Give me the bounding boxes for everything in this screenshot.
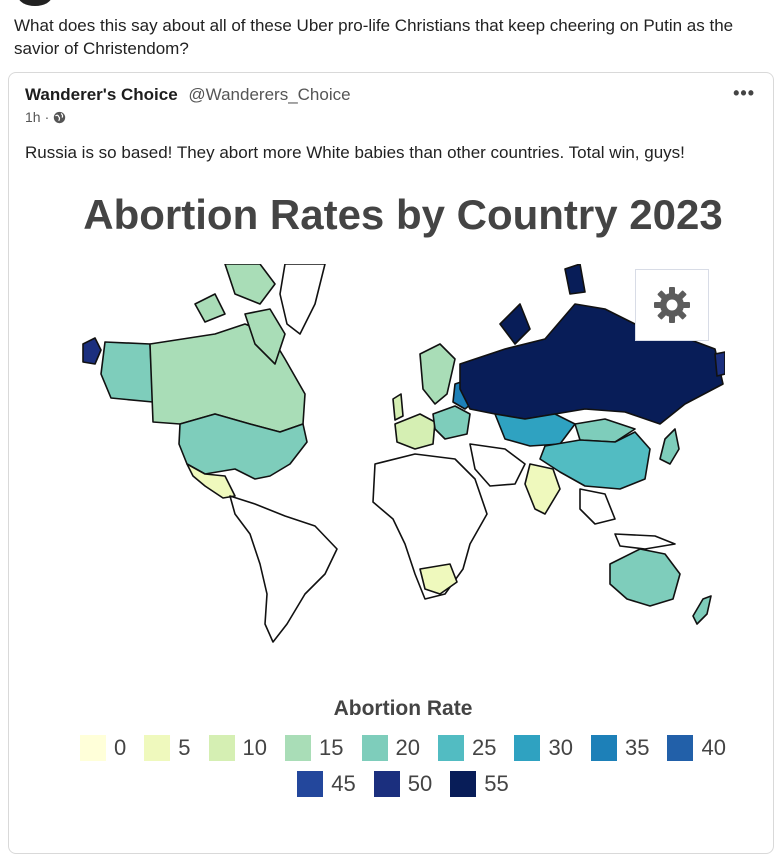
- timestamp[interactable]: 1h: [25, 109, 41, 125]
- legend-swatch: [285, 735, 312, 761]
- map-alaska-east: [714, 351, 725, 377]
- legend-label: 20: [395, 735, 420, 760]
- legend-swatch: [297, 771, 324, 797]
- map-canada-west: [100, 341, 154, 403]
- map-indonesia: [614, 533, 676, 550]
- legend-item[interactable]: 15: [285, 735, 344, 761]
- legend: 0 5 10 15 20 25 30 35 40 45 50 55: [13, 735, 783, 807]
- legend-label: 50: [407, 771, 433, 796]
- legend-item[interactable]: 25: [438, 735, 496, 761]
- author-handle[interactable]: @Wanderers_Choice: [188, 85, 351, 104]
- map-india: [524, 463, 561, 515]
- legend-item[interactable]: 55: [450, 771, 509, 797]
- map-mongolia: [574, 418, 636, 443]
- legend-swatch: [361, 735, 388, 761]
- legend-swatch: [373, 771, 400, 797]
- more-icon[interactable]: •••: [733, 83, 755, 103]
- map-arctic-islands-3: [244, 308, 286, 365]
- legend-swatch: [208, 735, 235, 761]
- post-text: What does this say about all of these Ub…: [14, 16, 734, 58]
- map-kazakhstan: [494, 413, 576, 447]
- legend-title: Abortion Rate: [333, 697, 473, 720]
- legend-swatch: [590, 735, 617, 761]
- map-arctic-islands-1: [194, 293, 226, 323]
- legend-swatch: [438, 735, 464, 761]
- map-greenland: [279, 264, 326, 335]
- chart-title: Abortion Rates by Country 2023: [83, 191, 723, 238]
- map-central-europe: [432, 405, 471, 440]
- legend-swatch: [144, 735, 171, 761]
- legend-swatch: [667, 735, 694, 761]
- legend-item[interactable]: 20: [361, 735, 420, 761]
- globe-icon: [54, 111, 66, 123]
- legend-swatch: [514, 735, 541, 761]
- avatar[interactable]: [18, 0, 52, 6]
- legend-item[interactable]: 10: [208, 735, 268, 761]
- map-china: [539, 431, 651, 490]
- legend-item[interactable]: 5: [144, 735, 191, 761]
- map-southeast-asia: [579, 488, 616, 525]
- map-russia-arctic: [499, 303, 531, 345]
- legend-label: 55: [484, 771, 509, 796]
- legend-swatch: [80, 735, 107, 761]
- map-uk: [392, 393, 404, 421]
- legend-label: 10: [242, 735, 268, 760]
- legend-item[interactable]: 35: [590, 735, 650, 761]
- legend-label: 5: [178, 735, 191, 760]
- quoted-post-text: Russia is so based! They abort more Whit…: [25, 143, 685, 162]
- legend-label: 40: [701, 735, 726, 760]
- map-arctic-islands-2: [224, 264, 276, 305]
- chart-image[interactable]: Abortion Rates by Country 2023: [13, 169, 769, 849]
- quoted-post-header: Wanderer's Choice @Wanderers_Choice: [25, 85, 351, 105]
- legend-item[interactable]: 50: [373, 771, 433, 797]
- legend-item[interactable]: 40: [667, 735, 726, 761]
- legend-swatch: [450, 771, 477, 797]
- quoted-post[interactable]: Wanderer's Choice @Wanderers_Choice 1h ·…: [8, 72, 774, 854]
- legend-item[interactable]: 30: [514, 735, 573, 761]
- legend-item[interactable]: 45: [297, 771, 356, 797]
- legend-label: 45: [331, 771, 356, 796]
- gear-icon: [654, 287, 690, 323]
- map-japan: [659, 428, 680, 465]
- map-western-europe: [394, 413, 436, 450]
- map-scandinavia: [419, 343, 456, 405]
- settings-button[interactable]: [635, 269, 709, 341]
- legend-label: 30: [548, 735, 573, 760]
- map-south-america: [229, 495, 338, 643]
- legend-item[interactable]: 0: [80, 735, 126, 761]
- world-map: [82, 264, 725, 643]
- legend-label: 0: [114, 735, 127, 760]
- map-russia-north: [564, 264, 586, 295]
- meta-separator: ·: [44, 109, 50, 125]
- legend-label: 25: [472, 735, 497, 760]
- map-australia: [609, 548, 681, 607]
- map-south-africa: [419, 563, 458, 595]
- legend-label: 35: [624, 735, 650, 760]
- map-middle-east: [469, 443, 526, 487]
- map-mexico: [186, 463, 236, 499]
- author-name[interactable]: Wanderer's Choice: [25, 85, 178, 104]
- post-meta: 1h ·: [25, 109, 66, 125]
- legend-label: 15: [319, 735, 344, 760]
- map-alaska: [82, 337, 102, 365]
- legend-row: 45 50 55: [13, 771, 783, 797]
- map-new-zealand: [692, 595, 712, 625]
- legend-row: 0 5 10 15 20 25 30 35 40: [13, 735, 783, 761]
